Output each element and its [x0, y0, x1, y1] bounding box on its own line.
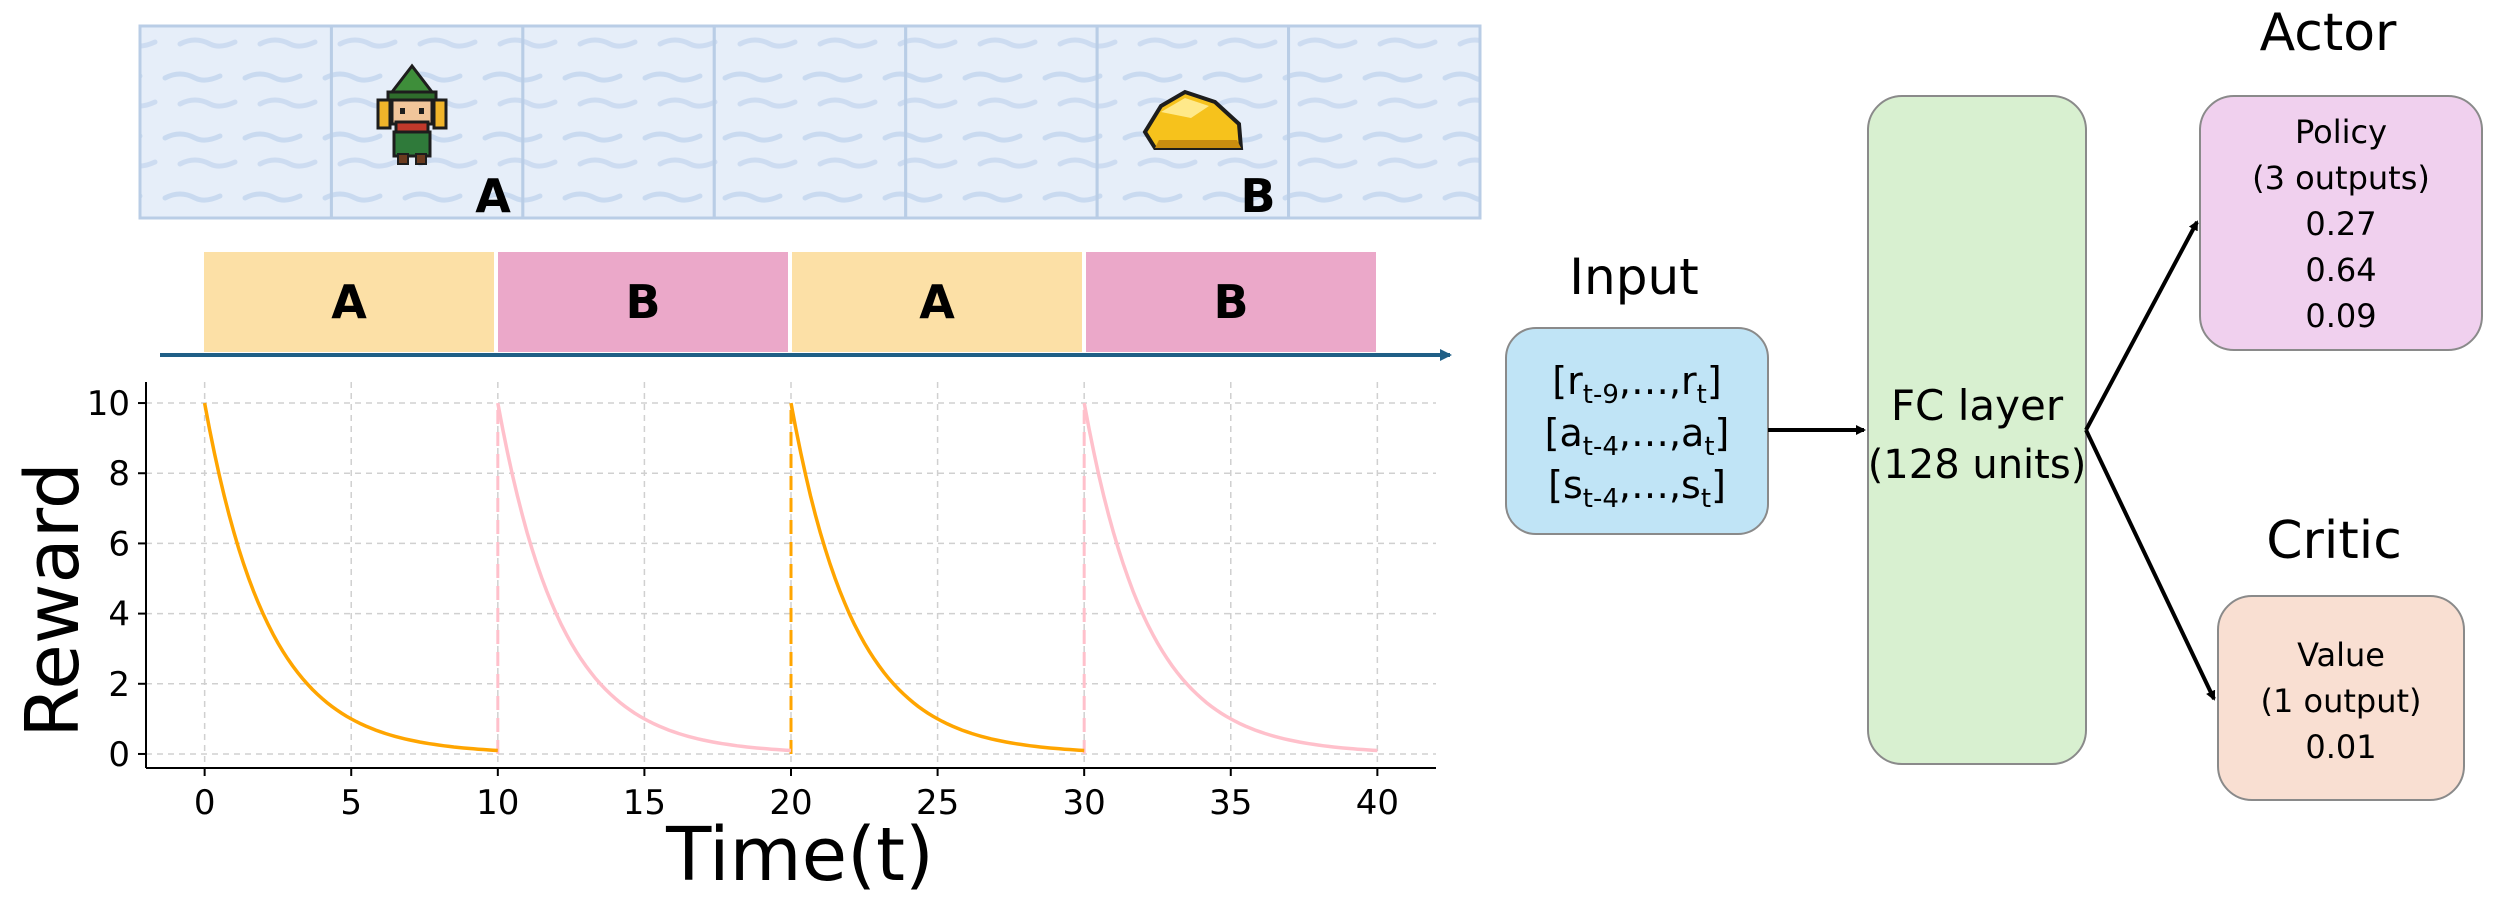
env-cell-3 [521, 24, 716, 220]
env-cell-1 [138, 24, 333, 220]
x-tick-label: 30 [1063, 783, 1106, 823]
actor-line-2: (3 outputs) [2252, 159, 2430, 197]
actor-line-4: 0.64 [2305, 251, 2376, 289]
agent-label: A [475, 169, 511, 223]
series-line-B-4 [1082, 402, 1378, 753]
y-tick-label: 2 [108, 665, 130, 705]
input-title: Input [1569, 248, 1698, 306]
actor-line-5: 0.09 [2305, 297, 2376, 335]
x-tick-label: 0 [194, 783, 216, 823]
x-tick-label: 35 [1209, 783, 1252, 823]
actor-line-1: Policy [2295, 113, 2387, 151]
phase-segment-label-2: B [625, 275, 660, 329]
x-tick-label: 20 [769, 783, 812, 823]
critic-box [2217, 595, 2465, 801]
series-line-B-2 [496, 402, 792, 753]
y-tick-label: 6 [108, 524, 130, 564]
input-row-actions: [at-4,…,at] [1545, 411, 1730, 462]
input-row-states: [st-4,…,st] [1548, 463, 1726, 514]
env-cell-7 [1287, 24, 1482, 220]
chart-ylabel: Reward [10, 462, 96, 738]
fc-layer-name: FC layer [1891, 381, 2064, 430]
phase-segment-2 [498, 252, 788, 352]
critic-line-2: (1 output) [2260, 682, 2421, 720]
actor-title: Actor [2260, 3, 2397, 63]
phase-segment-label-3: A [919, 275, 955, 329]
actor-line-3: 0.27 [2305, 205, 2376, 243]
goal-label: B [1240, 169, 1275, 223]
fc-to-critic-arrow [2084, 429, 2216, 701]
phase-segment-label-1: A [331, 275, 367, 329]
series-line-A-3 [789, 402, 1085, 753]
env-cell-5 [904, 24, 1099, 220]
x-tick-label: 25 [916, 783, 959, 823]
x-tick-label: 10 [476, 783, 519, 823]
fc-layer-units: (128 units) [1868, 442, 2087, 488]
phase-segment-1 [204, 252, 494, 352]
x-tick-label: 15 [623, 783, 666, 823]
goal-gold-icon [1142, 89, 1244, 150]
environment-strip: A B [138, 24, 1482, 223]
y-tick-label: 10 [87, 384, 130, 424]
input-row-rewards: [rt-9,…,rt] [1552, 359, 1721, 410]
phase-segment-label-4: B [1213, 275, 1248, 329]
x-tick-label: 40 [1356, 783, 1399, 823]
series-line-A-1 [202, 402, 498, 753]
network-diagram: Input [rt-9,…,rt] [at-4,…,at] [st-4,…,st… [1505, 3, 2483, 801]
reward-chart: 0 5 10 15 20 25 30 35 40 0 2 4 6 8 10 Reward Time(t) [10, 382, 1436, 898]
y-tick-label: 8 [108, 454, 130, 494]
phase-segment-4 [1086, 252, 1376, 352]
actor-box [2199, 95, 2483, 351]
agent-elf-icon [376, 63, 448, 165]
critic-line-3: 0.01 [2305, 728, 2376, 766]
phase-segment-3 [792, 252, 1082, 352]
x-tick-label: 5 [340, 783, 362, 823]
critic-title: Critic [2266, 511, 2402, 571]
y-tick-label: 0 [108, 735, 130, 775]
env-cell-4 [712, 24, 908, 220]
critic-line-1: Value [2297, 636, 2385, 674]
fc-layer-box [1867, 95, 2087, 765]
y-tick-label: 4 [108, 595, 130, 635]
fc-to-actor-arrow [2084, 220, 2199, 431]
chart-xlabel: Time(t) [665, 812, 934, 898]
